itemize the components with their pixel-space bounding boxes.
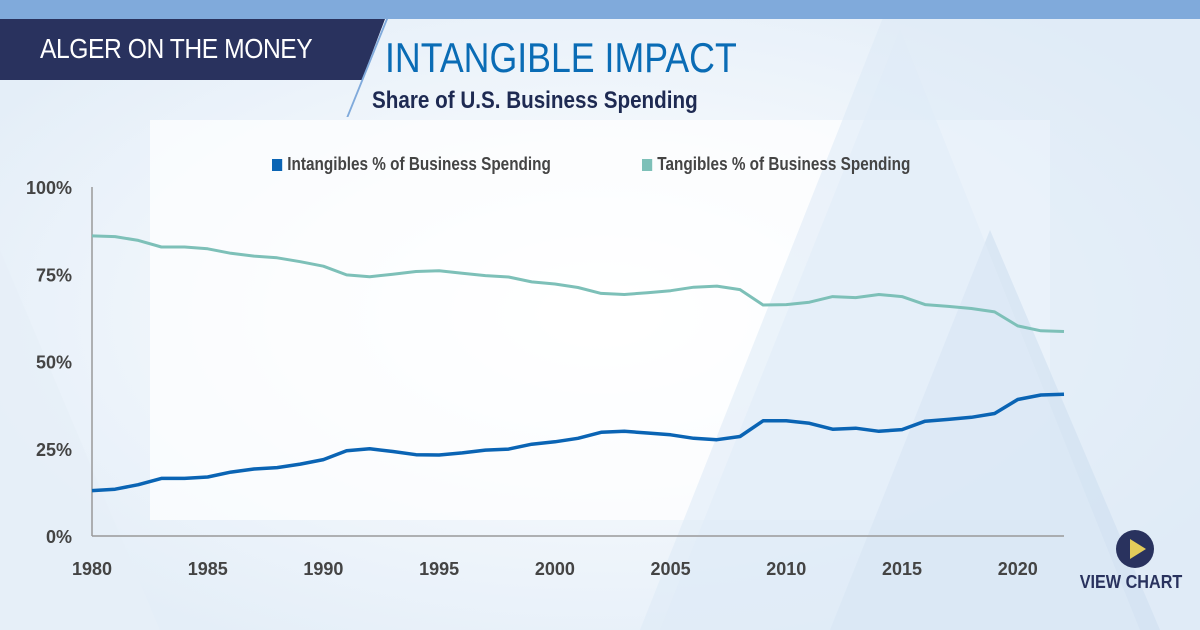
- play-icon[interactable]: [1116, 530, 1154, 568]
- chart-subtitle: Share of U.S. Business Spending: [372, 87, 698, 114]
- legend-label: Tangibles % of Business Spending: [657, 154, 911, 174]
- x-tick-label: 1980: [72, 559, 112, 579]
- brand-name: ALGER ON THE MONEY: [40, 33, 313, 64]
- series-line-intangibles: [91, 392, 1065, 493]
- y-tick-label: 0%: [46, 527, 72, 547]
- series-line-tangibles: [91, 234, 1065, 333]
- legend-item-intangibles: Intangibles % of Business Spending: [272, 154, 551, 175]
- y-tick-label: 100%: [26, 178, 72, 198]
- x-tick-label: 2020: [998, 559, 1038, 579]
- x-tick-label: 1990: [303, 559, 343, 579]
- y-tick-label: 50%: [36, 353, 72, 373]
- brand-banner: ALGER ON THE MONEY: [0, 19, 385, 80]
- top-bar: [0, 0, 1200, 19]
- legend-label: Intangibles % of Business Spending: [287, 154, 551, 174]
- legend-swatch: [272, 158, 283, 171]
- legend-item-tangibles: Tangibles % of Business Spending: [642, 154, 910, 175]
- x-tick-label: 1995: [419, 559, 459, 579]
- x-tick-label: 2000: [535, 559, 575, 579]
- x-tick-label: 2010: [766, 559, 806, 579]
- y-tick-label: 75%: [36, 265, 72, 285]
- view-chart-button[interactable]: VIEW CHART: [1080, 530, 1190, 593]
- view-chart-label: VIEW CHART: [1079, 572, 1183, 592]
- x-tick-label: 2015: [882, 559, 922, 579]
- x-tick-label: 2005: [651, 559, 691, 579]
- x-tick-label: 1985: [188, 559, 228, 579]
- chart-legend: Intangibles % of Business Spending Tangi…: [272, 154, 958, 175]
- legend-swatch: [642, 158, 653, 171]
- page-title: INTANGIBLE IMPACT: [385, 34, 737, 81]
- y-tick-label: 25%: [36, 440, 72, 460]
